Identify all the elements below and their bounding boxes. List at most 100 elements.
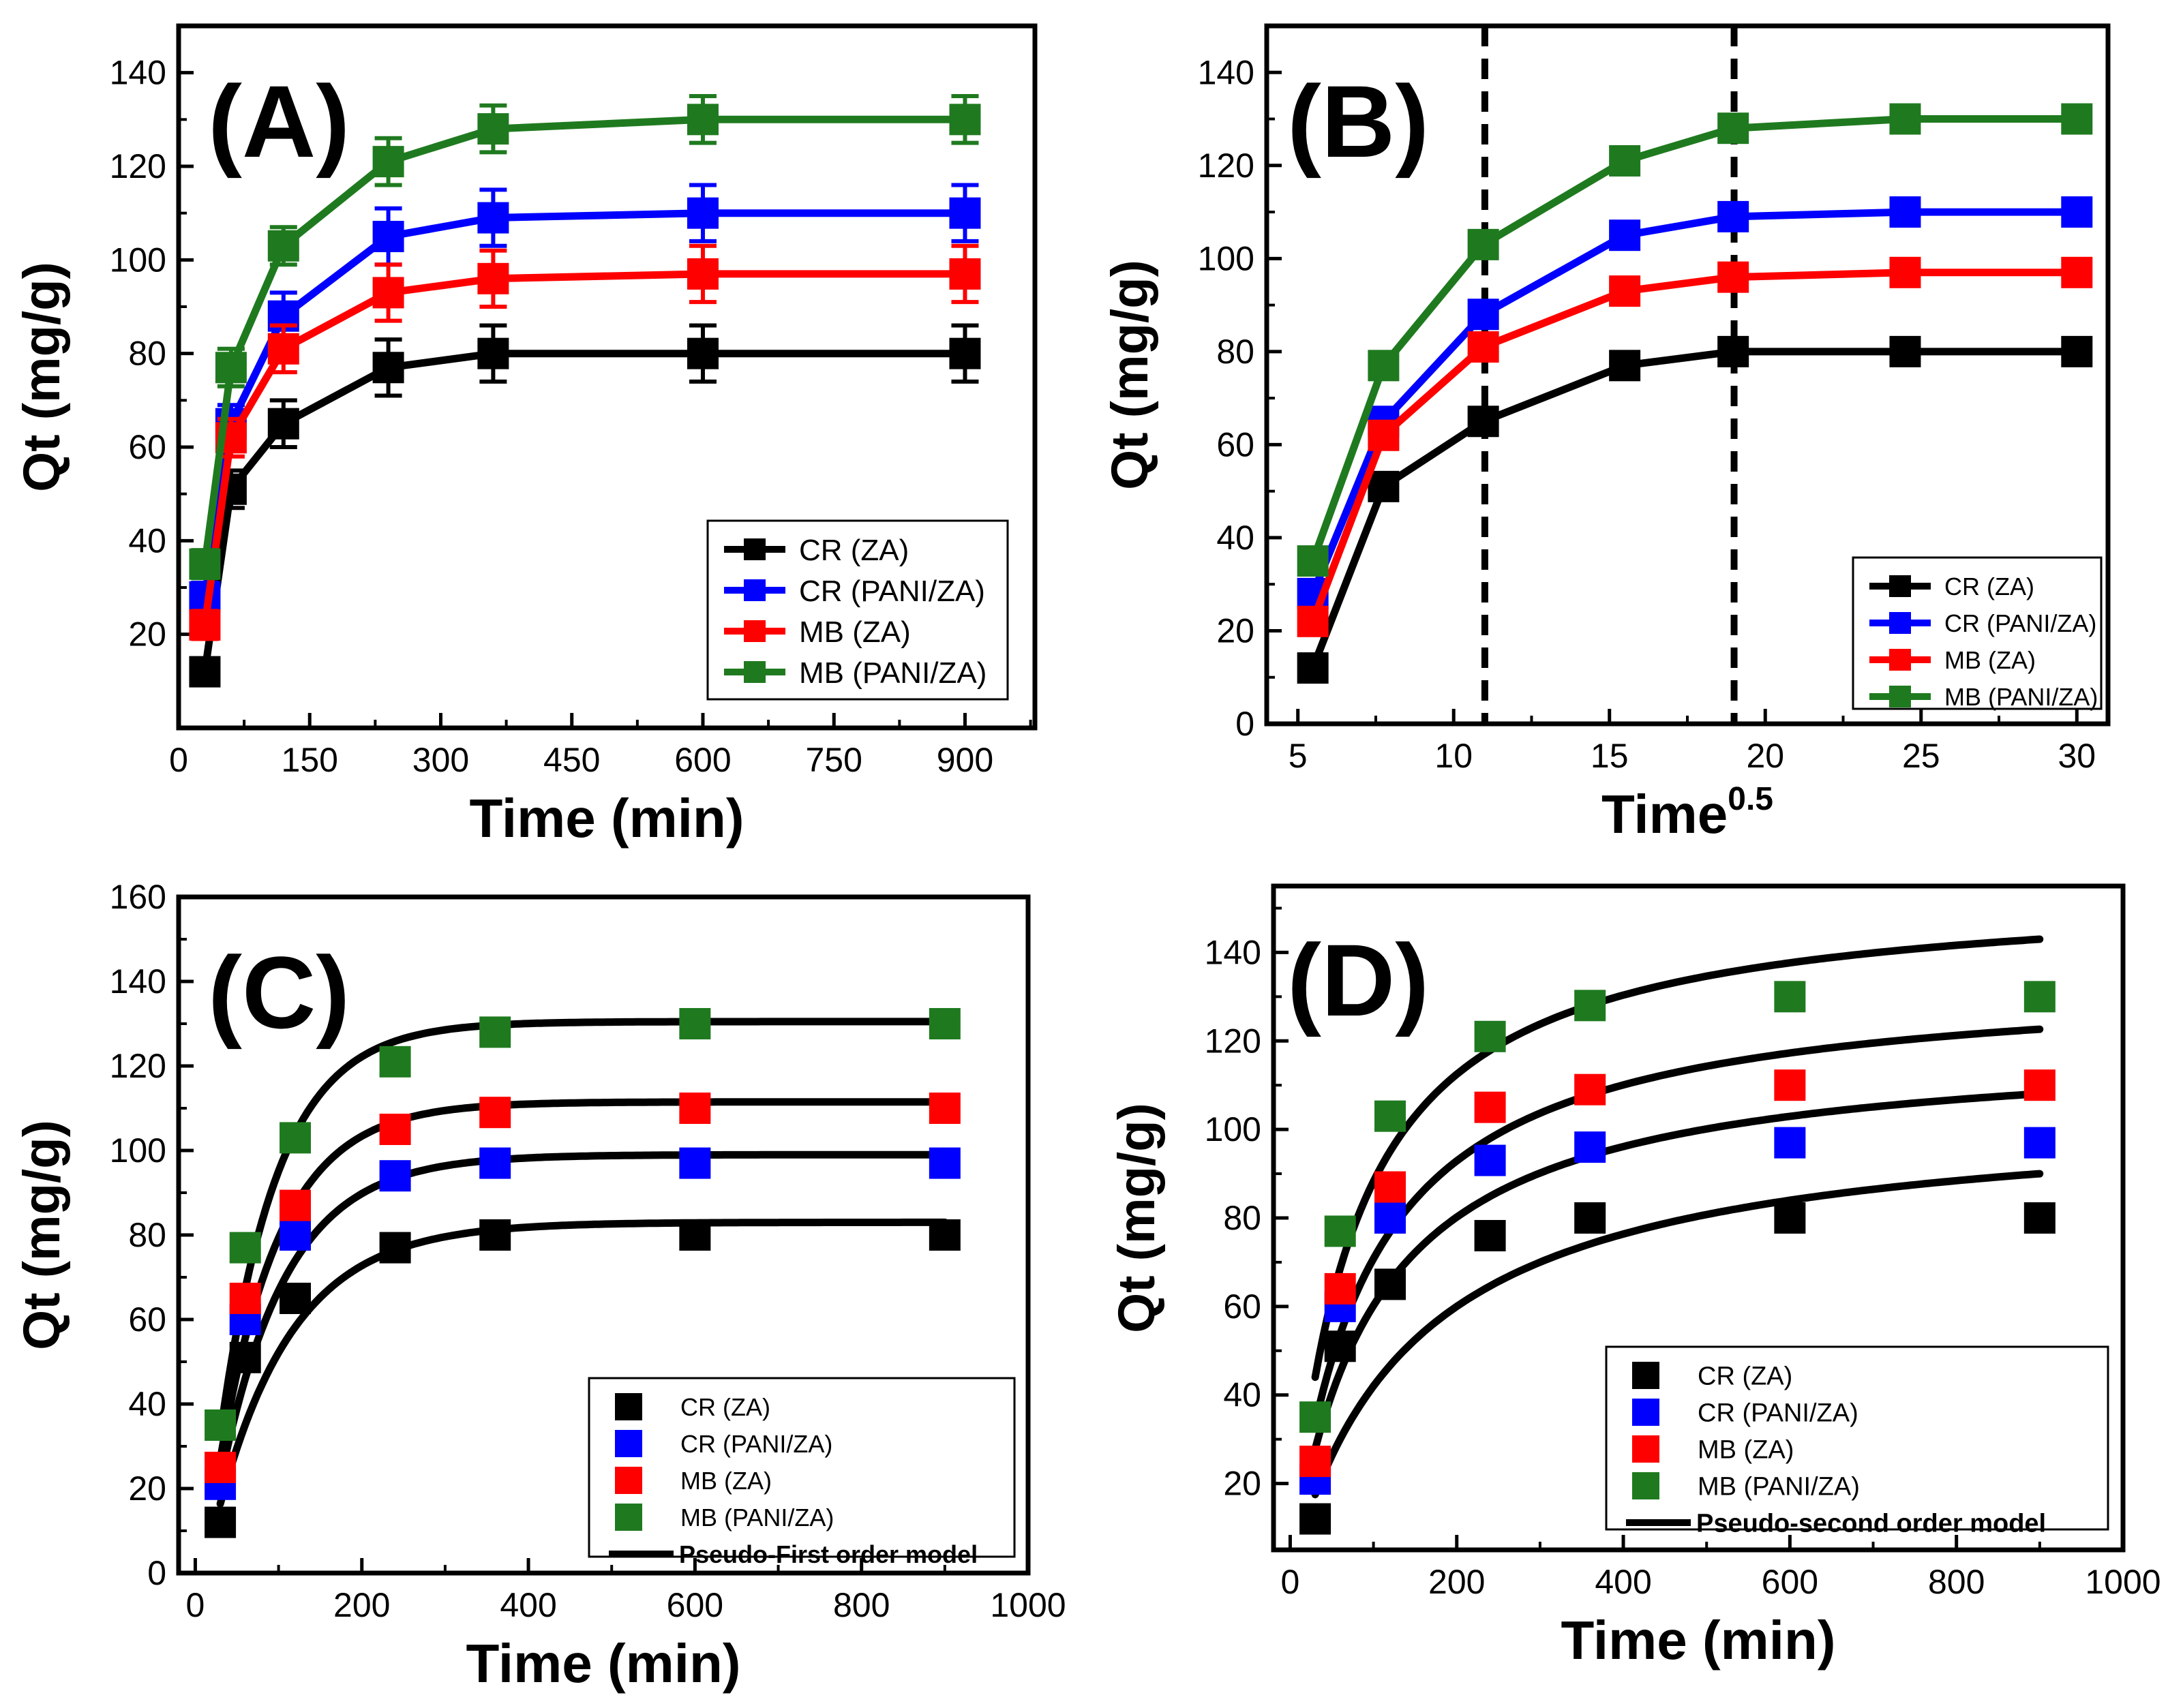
data-point-mb-pani-za <box>1717 112 1749 144</box>
model-curve-mb-za <box>1311 1025 2044 1427</box>
model-curve-cr-pani-za <box>216 1150 949 1484</box>
data-point-mb-pani-za <box>372 146 404 178</box>
legend-item: CR (PANI/ZA) <box>1869 609 2096 637</box>
data-point-mb-pani-za <box>1374 1100 1406 1132</box>
panel-label: (D) <box>1287 923 1429 1037</box>
data-point-cr-pani-za <box>479 1147 511 1179</box>
y-tick-label: 140 <box>1205 933 1261 971</box>
data-point-mb-pani-za <box>679 1008 711 1039</box>
series-cr-za <box>205 1219 961 1538</box>
legend-item: MB (ZA) <box>1869 646 2036 674</box>
y-tick-label: 80 <box>1216 333 1254 371</box>
data-point-mb-pani-za <box>1299 1401 1331 1433</box>
legend-marker <box>1889 649 1911 671</box>
x-axis-title-text: Time <box>1601 784 1728 844</box>
data-point-mb-za <box>1574 1073 1606 1105</box>
x-axis-title-text: Time (min) <box>466 1633 740 1694</box>
data-point-mb-pani-za <box>1467 228 1499 260</box>
y-tick-label: 60 <box>128 1300 166 1339</box>
legend-box <box>588 1377 1016 1558</box>
data-point-cr-pani-za <box>1717 200 1749 232</box>
legend-item: CR (PANI/ZA) <box>724 575 985 608</box>
data-point-cr-za <box>280 1283 312 1314</box>
legend-marker <box>1889 575 1911 597</box>
legend-label: MB (ZA) <box>1944 646 2036 674</box>
y-tick-label: 60 <box>1223 1287 1261 1326</box>
data-point-mb-pani-za <box>477 113 509 145</box>
data-point-mb-za <box>1467 331 1499 363</box>
data-point-mb-pani-za <box>1324 1215 1356 1247</box>
y-axis-title: Qt (mg/g) <box>1101 260 1159 490</box>
data-point-mb-za <box>1889 256 1921 288</box>
data-point-cr-pani-za <box>477 202 509 234</box>
data-point-cr-za <box>1299 1503 1331 1535</box>
data-point-cr-pani-za <box>1374 1202 1406 1234</box>
x-tick-label: 900 <box>937 741 993 779</box>
data-point-cr-za <box>1297 652 1329 684</box>
data-point-cr-pani-za <box>1474 1144 1506 1176</box>
y-tick-label: 60 <box>128 428 166 466</box>
data-point-cr-pani-za <box>1467 299 1499 331</box>
y-tick-label: 0 <box>1235 705 1254 743</box>
data-point-cr-za <box>379 1232 411 1264</box>
data-point-mb-pani-za <box>1609 144 1641 177</box>
y-tick-label: 40 <box>128 521 166 560</box>
legend-marker <box>615 1467 642 1494</box>
x-tick-label: 450 <box>543 741 600 779</box>
legend-item: CR (PANI/ZA) <box>615 1430 832 1458</box>
legend-item: MB (PANI/ZA) <box>615 1504 834 1531</box>
y-tick-label: 80 <box>128 335 166 373</box>
data-point-mb-pani-za <box>205 1409 237 1441</box>
x-tick-label: 800 <box>833 1586 890 1624</box>
data-point-cr-pani-za <box>1889 196 1921 228</box>
data-point-mb-za <box>1374 1171 1406 1203</box>
legend-label: MB (PANI/ZA) <box>799 656 987 690</box>
data-point-mb-za <box>1774 1069 1806 1101</box>
legend-marker <box>744 620 766 642</box>
legend-label: CR (ZA) <box>1698 1362 1792 1391</box>
x-tick-label: 800 <box>1928 1563 1985 1601</box>
legend-label: CR (ZA) <box>799 534 909 567</box>
legend-item: CR (ZA) <box>1869 573 2034 600</box>
y-tick-label: 80 <box>128 1216 166 1254</box>
x-axis-title: Time (min) <box>466 1633 740 1694</box>
model-curve-cr-za <box>1311 1170 2044 1499</box>
legend: CR (ZA) CR (PANI/ZA) MB (ZA) MB (PANI/ZA) Ps… <box>1605 1345 2109 1538</box>
data-point-cr-za <box>2061 335 2093 367</box>
legend-marker <box>1632 1399 1659 1426</box>
legend-marker <box>744 661 766 683</box>
x-tick-label: 0 <box>186 1586 205 1624</box>
series-mb-za <box>1297 256 2093 637</box>
data-point-cr-za <box>267 408 299 440</box>
data-point-mb-za <box>1324 1272 1356 1305</box>
series-mb-za <box>189 243 981 641</box>
legend-label: CR (PANI/ZA) <box>799 575 985 608</box>
data-point-cr-za <box>1324 1330 1356 1362</box>
legend-marker <box>1632 1362 1659 1389</box>
x-tick-label: 30 <box>2058 737 2096 775</box>
data-point-mb-za <box>1609 275 1641 307</box>
x-axis-title-superscript: 0.5 <box>1728 781 1773 817</box>
data-point-cr-pani-za <box>929 1147 961 1179</box>
data-point-mb-za <box>280 1189 312 1221</box>
plot-area <box>189 94 981 688</box>
data-point-mb-pani-za <box>2023 981 2056 1013</box>
legend-item: MB (ZA) <box>1632 1435 1794 1465</box>
legend-label: CR (ZA) <box>1944 573 2034 600</box>
data-point-cr-za <box>1889 335 1921 367</box>
data-point-mb-za <box>679 1093 711 1124</box>
y-axis-title: Qt (mg/g) <box>13 1120 71 1350</box>
data-point-cr-pani-za <box>679 1147 711 1179</box>
legend-label: MB (ZA) <box>1698 1436 1794 1465</box>
series-mb-za <box>1299 1069 2056 1478</box>
data-point-mb-pani-za <box>1774 981 1806 1013</box>
x-axis-title: Time0.5 <box>1601 781 1773 844</box>
x-tick-label: 10 <box>1434 737 1473 775</box>
legend-marker <box>1632 1472 1659 1499</box>
data-point-mb-za <box>229 1283 261 1314</box>
data-point-mb-pani-za <box>189 548 221 580</box>
y-tick-label: 80 <box>1223 1199 1261 1237</box>
y-tick-label: 100 <box>1198 239 1254 277</box>
data-point-mb-za <box>1299 1446 1331 1478</box>
